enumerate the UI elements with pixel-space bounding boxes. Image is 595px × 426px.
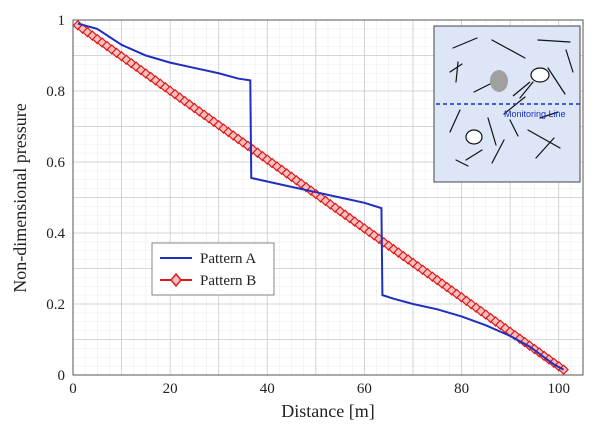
- data-point-pattern-b: [189, 102, 200, 114]
- data-point-pattern-b: [121, 54, 132, 66]
- data-point-pattern-b: [130, 61, 142, 72]
- fracture-line: [503, 96, 526, 115]
- x-axis-title: Distance [m]: [281, 401, 374, 421]
- legend-box: [151, 242, 275, 296]
- data-point-pattern-b: [431, 274, 443, 286]
- data-point-pattern-b: [349, 216, 361, 227]
- legend: Pattern A Pattern B: [151, 242, 275, 296]
- x-tick-label: 40: [260, 381, 275, 397]
- data-point-pattern-b: [363, 226, 375, 238]
- inset-schematic: Monitoring Line: [433, 25, 581, 183]
- data-point-pattern-b: [223, 126, 234, 138]
- x-tick-label: 0: [69, 381, 77, 397]
- data-point-pattern-b: [91, 33, 103, 45]
- fracture-lines: [449, 37, 574, 167]
- fracture-line: [519, 81, 534, 99]
- tick-labels: 0 20 40 60 80 100 0 0.2 0.4 0.6 0.8 1: [46, 13, 570, 397]
- data-point-pattern-b: [402, 254, 414, 265]
- data-point-pattern-b: [261, 154, 273, 165]
- data-point-pattern-b: [417, 264, 429, 276]
- fracture-line: [455, 159, 469, 167]
- y-axis-title: Non-dimensional pressure: [10, 103, 30, 292]
- legend-label-pattern-b: Pattern B: [200, 273, 256, 289]
- fracture-line: [535, 137, 555, 159]
- fracture-line: [537, 39, 571, 43]
- data-point-pattern-b: [334, 205, 346, 217]
- fracture-line: [527, 129, 561, 149]
- series-line-pattern-a: [77, 22, 565, 371]
- fracture-line: [449, 63, 463, 73]
- y-tick-label: 0.6: [46, 155, 65, 171]
- y-tick-label: 0.4: [46, 226, 65, 242]
- fracture-line: [452, 37, 478, 49]
- white-blob-upper: [530, 67, 550, 83]
- y-tick-label: 1: [58, 13, 66, 29]
- gray-blob: [490, 70, 508, 92]
- data-point-pattern-b: [407, 257, 419, 269]
- data-point-pattern-b: [125, 57, 137, 69]
- data-point-pattern-b: [155, 78, 166, 90]
- data-point-pattern-b: [87, 30, 98, 42]
- data-point-pattern-b: [427, 271, 438, 283]
- x-tick-label: 60: [357, 381, 372, 397]
- data-point-pattern-b: [325, 199, 336, 210]
- data-point-pattern-b: [159, 81, 171, 93]
- y-tick-label: 0.2: [46, 297, 65, 313]
- fracture-line: [449, 109, 461, 133]
- fracture-line: [565, 49, 574, 73]
- blob-connector: [512, 81, 531, 97]
- data-point-pattern-b: [257, 150, 268, 162]
- x-tick-label: 80: [454, 381, 469, 397]
- plot-frame: [72, 19, 584, 376]
- x-tick-label: 100: [547, 381, 570, 397]
- data-point-pattern-b: [461, 295, 472, 307]
- monitoring-line-label: Monitoring Line: [504, 109, 566, 119]
- data-point-pattern-b: [227, 130, 239, 141]
- data-point-pattern-b: [96, 37, 108, 48]
- data-point-pattern-b: [291, 174, 302, 186]
- x-tick-label: 20: [163, 381, 178, 397]
- data-point-pattern-b: [470, 302, 482, 314]
- data-point-pattern-b: [465, 298, 477, 310]
- fracture-line: [539, 111, 559, 119]
- white-blob-lower: [465, 129, 483, 145]
- y-tick-label: 0.8: [46, 84, 65, 100]
- data-point-pattern-b: [397, 250, 409, 262]
- fracture-line: [455, 61, 459, 83]
- fracture-line: [547, 67, 566, 95]
- fracture-line: [487, 117, 497, 146]
- fracture-line: [491, 39, 526, 59]
- y-tick-label: 0: [58, 368, 66, 384]
- data-point-pattern-b: [198, 109, 210, 121]
- legend-marker-pattern-b: [170, 272, 182, 288]
- data-point-pattern-b: [164, 85, 176, 97]
- data-point-pattern-b: [77, 23, 89, 35]
- data-point-pattern-b: [359, 223, 370, 234]
- fracture-line: [509, 119, 519, 137]
- fracture-line: [491, 139, 505, 164]
- data-point-pattern-b: [393, 247, 404, 258]
- data-point-pattern-b: [266, 157, 278, 169]
- legend-label-pattern-a: Pattern A: [200, 251, 256, 267]
- data-point-pattern-b: [514, 333, 526, 345]
- series-layer: [72, 19, 569, 376]
- data-point-pattern-b: [456, 292, 467, 303]
- fracture-line: [465, 149, 483, 161]
- data-point-pattern-b: [329, 202, 341, 214]
